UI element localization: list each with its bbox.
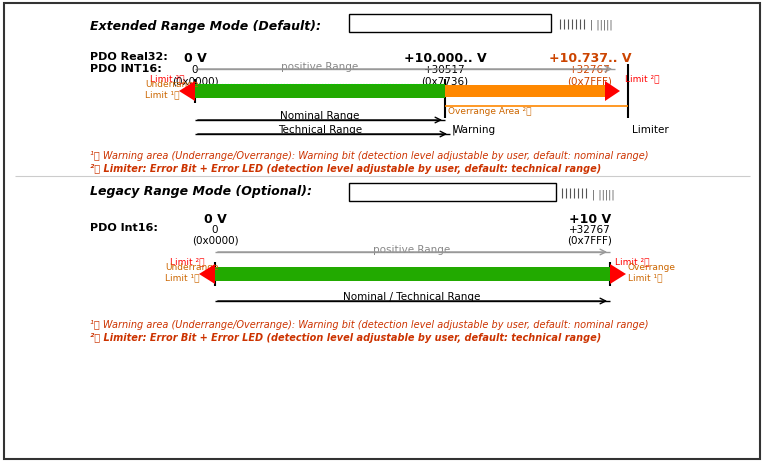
Text: PDO INT16:: PDO INT16:	[90, 64, 161, 74]
Text: Nominal Range: Nominal Range	[280, 111, 360, 121]
Text: | |||||: | |||||	[590, 20, 613, 31]
Polygon shape	[199, 264, 215, 284]
Text: +10 V: +10 V	[569, 213, 611, 225]
Text: | |||||: | |||||	[592, 188, 614, 199]
Text: Warning: Warning	[453, 125, 496, 135]
Text: Limiter: Limiter	[632, 125, 669, 135]
Text: 0 V: 0 V	[203, 213, 226, 225]
Text: ²⧠ Limiter: Error Bit + Error LED (detection level adjustable by user, default: : ²⧠ Limiter: Error Bit + Error LED (detec…	[90, 332, 601, 342]
Text: Underrange
Limit ¹⧠: Underrange Limit ¹⧠	[165, 263, 219, 282]
Text: 0: 0	[212, 225, 218, 234]
Text: |: |	[451, 124, 455, 135]
Text: (0x7736): (0x7736)	[422, 76, 468, 86]
Text: Extended Range Mode (Default):: Extended Range Mode (Default):	[90, 20, 321, 33]
Text: Limit ²⧠: Limit ²⧠	[625, 74, 659, 83]
Text: positive Range: positive Range	[373, 244, 451, 255]
Text: Overrange
Limit ¹⧠: Overrange Limit ¹⧠	[628, 263, 676, 282]
Text: (0x7FFF): (0x7FFF)	[568, 76, 613, 86]
Text: positive Range: positive Range	[282, 62, 359, 72]
Text: PDO Real32:: PDO Real32:	[90, 52, 168, 62]
Text: (0x0000): (0x0000)	[171, 76, 218, 86]
Polygon shape	[610, 264, 626, 284]
Text: ²⧠ Limiter: Error Bit + Error LED (detection level adjustable by user, default: : ²⧠ Limiter: Error Bit + Error LED (detec…	[90, 163, 601, 174]
Text: 0 V: 0 V	[184, 52, 207, 65]
Text: ¹⧠ Warning area (Underrange/Overrange): Warning bit (detection level adjustable : ¹⧠ Warning area (Underrange/Overrange): …	[90, 319, 649, 329]
Text: (0x0000): (0x0000)	[192, 236, 239, 245]
Text: Limit ²⧠: Limit ²⧠	[615, 257, 649, 265]
FancyBboxPatch shape	[349, 184, 556, 201]
Text: Legacy Range Mode (Optional):: Legacy Range Mode (Optional):	[90, 185, 312, 198]
Text: 0: 0	[192, 65, 198, 75]
Text: PDO Int16:: PDO Int16:	[90, 223, 158, 232]
Bar	[445, 86, 610, 98]
Text: Limit ²⧠: Limit ²⧠	[151, 74, 185, 83]
Text: +32767: +32767	[569, 65, 611, 75]
Text: Nominal / Technical Range: Nominal / Technical Range	[343, 291, 480, 301]
Bar	[195, 85, 445, 99]
Text: Underrange
Limit ¹⧠: Underrange Limit ¹⧠	[145, 80, 199, 100]
Text: Overrange Area ²⧠: Overrange Area ²⧠	[448, 107, 532, 116]
Polygon shape	[605, 82, 620, 102]
FancyBboxPatch shape	[349, 15, 551, 33]
Text: Calculated resolution: 327.67.. μV /Step: Calculated resolution: 327.67.. μV /Step	[353, 18, 548, 28]
Bar	[215, 268, 610, 282]
Text: +10.737.. V: +10.737.. V	[549, 52, 631, 65]
Text: (0x7FFF): (0x7FFF)	[568, 236, 613, 245]
Text: +32767: +32767	[569, 225, 611, 234]
FancyBboxPatch shape	[4, 4, 760, 459]
Text: Limit ²⧠: Limit ²⧠	[171, 257, 205, 265]
Text: Technical Range: Technical Range	[278, 125, 362, 135]
Text: Calculated resolution: 305.185.. μV /Step: Calculated resolution: 305.185.. μV /Ste…	[353, 187, 554, 197]
Text: ¹⧠ Warning area (Underrange/Overrange): Warning bit (detection level adjustable : ¹⧠ Warning area (Underrange/Overrange): …	[90, 150, 649, 161]
Text: +30517: +30517	[424, 65, 466, 75]
Polygon shape	[179, 82, 195, 102]
Text: +10.000.. V: +10.000.. V	[404, 52, 487, 65]
